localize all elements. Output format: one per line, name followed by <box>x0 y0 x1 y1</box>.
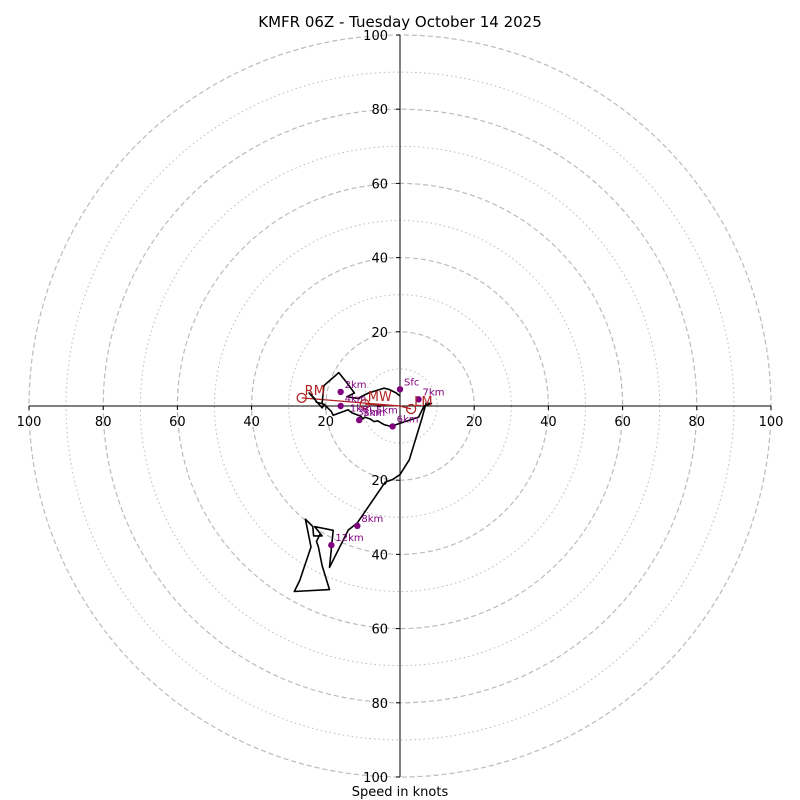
y-tick-label: 80 <box>371 697 388 712</box>
height-marker-12km <box>328 541 335 549</box>
x-tick-label: 60 <box>169 415 186 430</box>
y-tick-label: 100 <box>363 29 388 44</box>
motion-marker-mw <box>359 398 370 410</box>
inner-label-3km: 3km <box>357 407 379 418</box>
x-tick-label: 40 <box>540 415 557 430</box>
motion-vector-mw <box>364 403 401 407</box>
motion-marker-lm <box>405 403 417 415</box>
inner-label-5km: 5km <box>376 405 398 416</box>
y-tick-label: 20 <box>371 326 388 341</box>
x-axis-label: Speed in knots <box>352 785 449 800</box>
height-marker-4km <box>337 402 344 410</box>
x-tick-label: 20 <box>318 415 335 430</box>
hodograph-trace-group <box>293 371 433 593</box>
motion-label-rm: RM <box>305 384 325 399</box>
height-label-8km: 8km <box>361 514 383 525</box>
y-tick-label: 60 <box>371 623 388 638</box>
height-marker-6km <box>389 423 396 430</box>
motion-label-lm: LM <box>414 395 432 410</box>
x-tick-label: 20 <box>466 415 483 430</box>
height-label-5km: 5km <box>363 408 385 419</box>
hodograph-trace <box>293 371 433 593</box>
motion-label-mw: MW <box>368 390 392 405</box>
height-marker-5km <box>355 416 363 424</box>
y-tick-label: 100 <box>363 771 388 786</box>
motion-marker-rm <box>296 392 307 403</box>
x-tick-label: 80 <box>95 415 112 430</box>
height-label-sfc: Sfc <box>404 377 419 388</box>
inner-label-1km: 1km <box>350 404 372 415</box>
height-label-6km: 6km <box>397 414 419 425</box>
y-tick-label: 80 <box>371 103 388 118</box>
height-marker-8km <box>354 522 361 530</box>
height-label-4km: 4km <box>345 394 367 405</box>
x-tick-label: 100 <box>759 415 784 430</box>
x-tick-label: 40 <box>243 415 260 430</box>
x-tick-labels: 100 80 60 40 20 20 40 60 80 100 <box>17 406 784 430</box>
y-tick-label: 60 <box>371 177 388 192</box>
x-tick-label: 60 <box>614 415 631 430</box>
y-tick-label: 40 <box>371 548 388 563</box>
height-label-2km: 2km <box>345 380 367 391</box>
storm-motion-vectors <box>301 397 412 410</box>
height-label-7km: 7km <box>423 387 445 398</box>
chart-title: KMFR 06Z - Tuesday October 14 2025 <box>258 13 542 31</box>
x-tick-label: 100 <box>17 415 42 430</box>
x-tick-label: 80 <box>689 415 706 430</box>
motion-vector-lm <box>399 405 412 410</box>
storm-motion-markers: RM MW LM <box>296 384 433 415</box>
height-marker-sfc <box>396 386 404 393</box>
height-marker-2km <box>337 388 344 396</box>
height-marker-7km <box>415 396 422 403</box>
y-tick-label: 40 <box>371 252 388 267</box>
height-label-12km: 12km <box>335 533 363 544</box>
